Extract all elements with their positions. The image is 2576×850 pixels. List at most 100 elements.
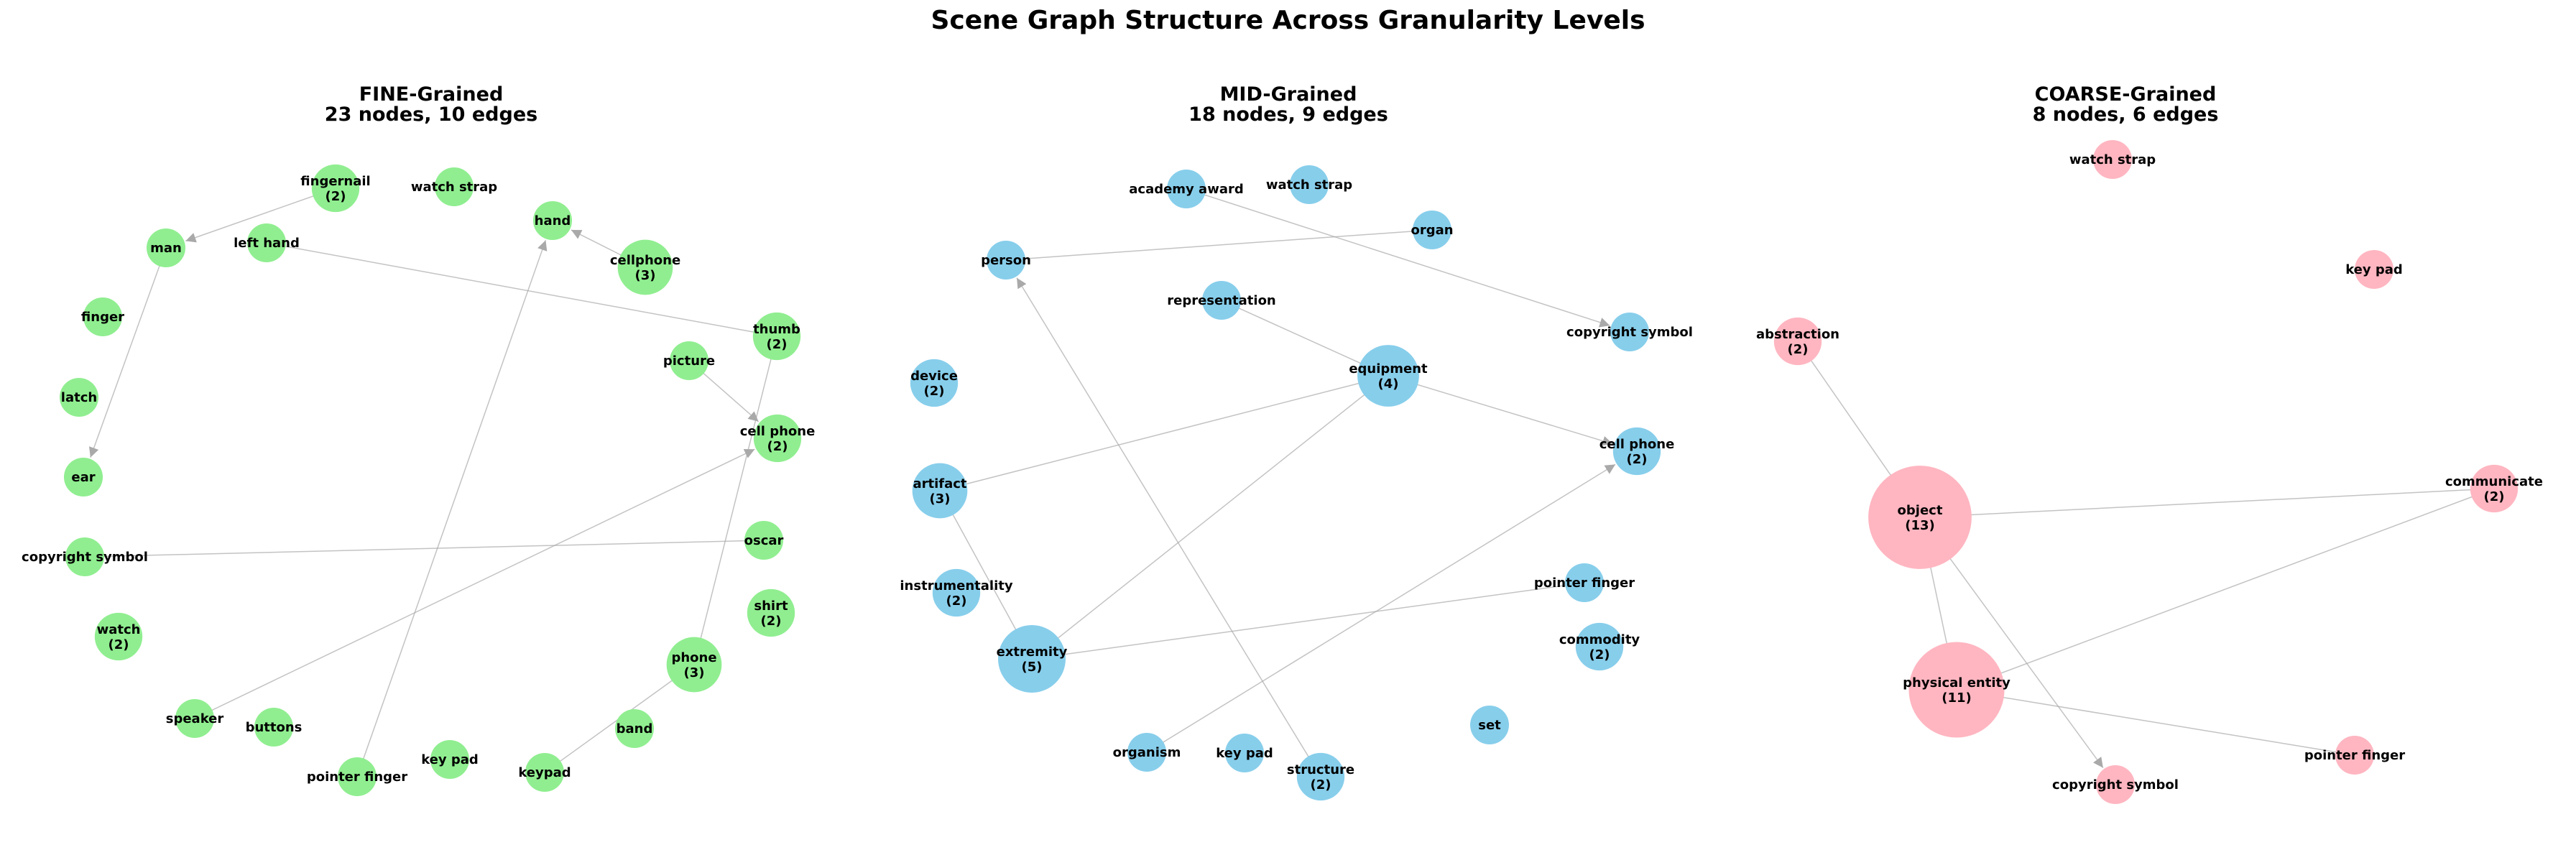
node-organism: organism: [1113, 732, 1181, 772]
node-pointer_finger: pointer finger: [1534, 563, 1635, 603]
node-label: extremity (5): [997, 645, 1068, 675]
panel-title: FINE-Grained: [359, 83, 504, 106]
edge-speaker-cell_phone: [194, 448, 755, 719]
node-circle: [617, 239, 673, 295]
node-ear: ear: [63, 457, 103, 497]
node-label: pointer finger: [2304, 748, 2405, 763]
node-extremity: extremity (5): [997, 624, 1068, 693]
node-phone: phone (3): [666, 637, 722, 693]
node-set: set: [1469, 705, 1510, 745]
edge-thumb-phone: [693, 336, 777, 665]
node-label: left hand: [234, 236, 300, 251]
node-circle: [614, 708, 655, 749]
node-oscar: oscar: [744, 520, 784, 560]
node-cell_phone: cell phone (2): [740, 414, 816, 463]
node-circle: [59, 377, 99, 417]
node-label: cell phone (2): [1599, 437, 1675, 467]
panel-fine: FINE-Grained 23 nodes, 10 edges fingerna…: [22, 83, 816, 797]
node-label: key pad: [2345, 262, 2403, 277]
node-pointer_finger: pointer finger: [2304, 735, 2405, 775]
node-object: object (13): [1868, 466, 1972, 569]
node-circle: [1127, 732, 1167, 772]
node-label: man: [150, 241, 182, 256]
node-representation: representation: [1167, 280, 1276, 320]
node-label: band: [617, 721, 653, 736]
node-circle: [1575, 622, 1624, 671]
node-label: equipment (4): [1349, 361, 1428, 392]
node-circle: [997, 624, 1066, 693]
edge-object-communicate: [1919, 488, 2495, 518]
node-circle: [63, 457, 103, 497]
node-circle: [525, 752, 565, 793]
node-left_hand: left hand: [234, 223, 300, 263]
edge-organ-person: [1005, 229, 1433, 261]
node-buttons: buttons: [246, 707, 302, 747]
node-circle: [747, 588, 795, 637]
node-structure: structure (2): [1287, 752, 1354, 801]
edge-academy_award-copyright_symbol: [1186, 188, 1610, 328]
node-label: latch: [61, 390, 97, 405]
node-circle: [1289, 165, 1329, 205]
edge-extremity-pointer_finger: [1031, 582, 1585, 660]
node-circle: [1224, 733, 1265, 773]
node-label: pointer finger: [1534, 576, 1635, 591]
node-circle: [932, 568, 981, 617]
node-label: key pad: [1216, 746, 1273, 761]
node-label: physical entity (11): [1903, 675, 2011, 706]
node-circle: [2095, 764, 2136, 805]
node-layer: academy award watch strap organ person repre…: [900, 165, 1693, 801]
node-circle: [2470, 464, 2519, 513]
node-label: hand: [535, 213, 571, 228]
node-latch: latch: [59, 377, 99, 417]
panel-title: COARSE-Grained: [2035, 83, 2217, 106]
node-circle: [753, 414, 802, 463]
node-label: structure (2): [1287, 762, 1354, 793]
node-circle: [1908, 642, 2005, 738]
node-key_pad: key pad: [1216, 733, 1273, 773]
node-label: device (2): [910, 369, 958, 399]
panel-coarse: COARSE-Grained 8 nodes, 6 edges watch st…: [1756, 83, 2543, 805]
node-instrumentality: instrumentality (2): [900, 568, 1013, 617]
node-label: organ: [1411, 223, 1453, 238]
edge-physical_entity-communicate: [1956, 488, 2495, 690]
node-circle: [65, 537, 105, 577]
node-key_pad: key pad: [421, 739, 479, 780]
panel-title: MID-Grained: [1220, 83, 1357, 106]
node-label: cell phone (2): [740, 424, 816, 454]
node-equipment: equipment (4): [1349, 345, 1428, 407]
node-circle: [666, 637, 722, 693]
node-circle: [311, 164, 360, 213]
node-pointer_finger: pointer finger: [307, 757, 407, 797]
node-circle: [752, 312, 801, 361]
node-layer: watch strap key pad abstraction (2) object (1…: [1756, 139, 2543, 805]
node-organ: organ: [1411, 210, 1454, 250]
node-circle: [1296, 752, 1345, 801]
node-label: communicate (2): [2445, 474, 2543, 504]
node-circle: [1773, 317, 1822, 366]
node-label: instrumentality (2): [900, 578, 1012, 609]
node-watch_strap: watch strap: [2069, 139, 2156, 180]
node-cell_phone: cell phone (2): [1599, 427, 1675, 476]
node-physical_entity: physical entity (11): [1903, 642, 2011, 738]
node-label: abstraction (2): [1756, 327, 1839, 357]
node-picture: picture: [663, 341, 715, 381]
node-circle: [986, 240, 1026, 280]
node-circle: [532, 200, 573, 241]
panel-subtitle: 18 nodes, 9 edges: [1188, 103, 1388, 126]
node-label: watch strap: [411, 180, 497, 195]
node-label: representation: [1167, 293, 1276, 308]
node-circle: [669, 341, 709, 381]
node-label: finger: [81, 310, 124, 325]
node-circle: [1201, 280, 1242, 320]
node-label: copyright symbol: [2052, 777, 2179, 793]
node-label: watch strap: [1266, 177, 1352, 193]
node-circle: [1412, 210, 1452, 250]
node-circle: [1166, 169, 1206, 209]
node-circle: [2092, 139, 2133, 180]
node-circle: [434, 167, 474, 207]
node-circle: [1868, 466, 1972, 569]
node-circle: [1564, 563, 1605, 603]
node-key_pad: key pad: [2345, 249, 2403, 290]
node-label: copyright symbol: [22, 550, 148, 565]
edge-object-copyright_symbol: [1919, 517, 2104, 769]
